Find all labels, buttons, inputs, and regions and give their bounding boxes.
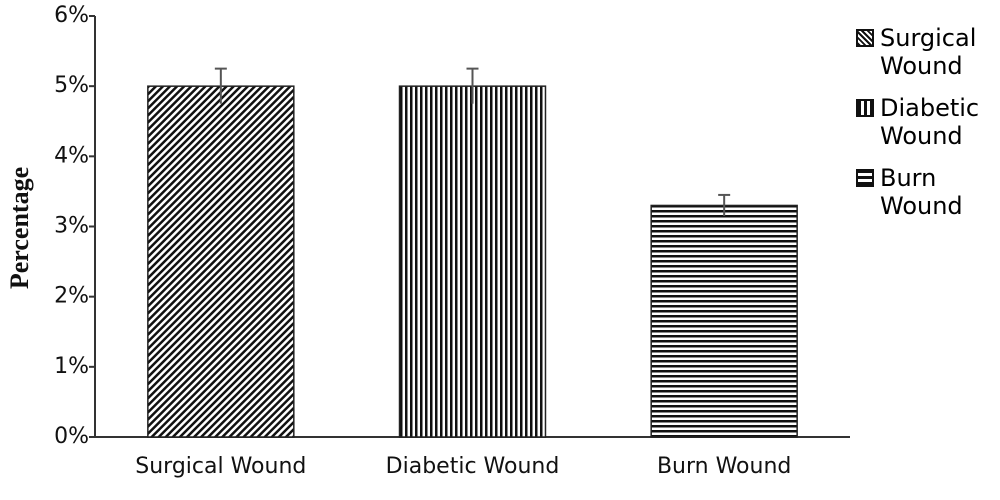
x-tick-label: Diabetic Wound (386, 454, 560, 479)
y-tick-label: 6% (54, 3, 89, 28)
bar (398, 85, 547, 438)
y-tick-label: 5% (54, 73, 89, 98)
y-tick-label: 2% (54, 284, 89, 309)
legend-label: Surgical Wound (880, 24, 977, 80)
y-tick-label: 3% (54, 214, 89, 239)
y-tick-label: 0% (54, 424, 89, 449)
bar (650, 204, 798, 438)
x-tick-label: Surgical Wound (135, 454, 306, 479)
x-tick-label: Burn Wound (657, 454, 791, 479)
legend-item: Burn Wound (856, 164, 1000, 220)
y-tick-label: 1% (54, 354, 89, 379)
legend-swatch (856, 169, 874, 187)
bar (147, 85, 295, 438)
y-tick-label: 4% (54, 143, 89, 168)
legend-item: Diabetic Wound (856, 94, 1000, 150)
legend-swatch (856, 29, 874, 47)
legend-item: Surgical Wound (856, 24, 1000, 80)
legend-label: Diabetic Wound (880, 94, 980, 150)
legend: Surgical Wound Diabetic Wound Burn Wound (856, 24, 1000, 234)
legend-swatch (856, 99, 874, 117)
legend-label: Burn Wound (880, 164, 963, 220)
y-axis-label: Percentage (5, 167, 34, 289)
